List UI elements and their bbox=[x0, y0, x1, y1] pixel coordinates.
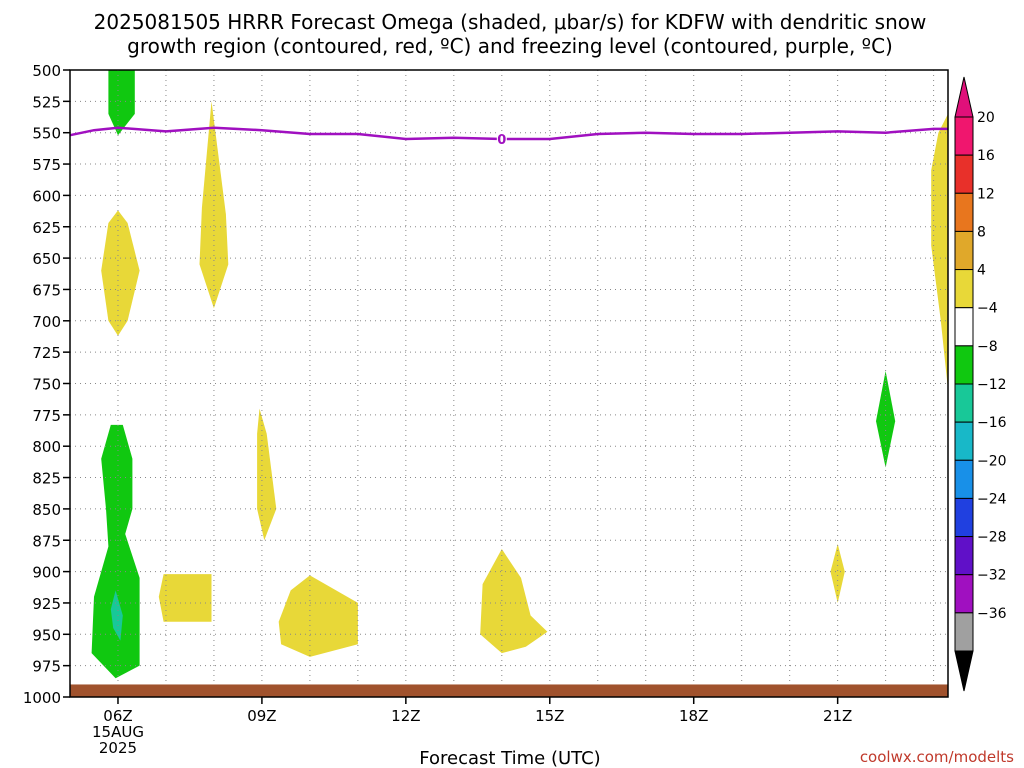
colorbar-label: −24 bbox=[977, 491, 1007, 507]
colorbar-swatch bbox=[954, 612, 974, 652]
y-tick-label: 925 bbox=[32, 595, 61, 613]
colorbar-swatch bbox=[954, 497, 974, 538]
y-tick-label: 725 bbox=[32, 344, 61, 362]
y-tick-label: 600 bbox=[32, 187, 61, 205]
x-tick-label: 18Z bbox=[679, 707, 708, 725]
omega-region-5 bbox=[110, 590, 123, 641]
omega-region-10 bbox=[876, 371, 896, 468]
colorbar-label: −28 bbox=[977, 530, 1007, 546]
omega-region-7 bbox=[278, 575, 358, 657]
x-axis-label: Forecast Time (UTC) bbox=[419, 748, 600, 768]
colorbar-swatch bbox=[954, 383, 974, 423]
colorbar-swatch bbox=[954, 192, 974, 232]
colorbar-label: −12 bbox=[977, 377, 1007, 393]
credit-text: coolwx.com/modelts bbox=[860, 748, 1014, 766]
y-tick-label: 575 bbox=[32, 156, 61, 174]
omega-region-4 bbox=[91, 424, 140, 679]
y-tick-label: 500 bbox=[32, 62, 61, 80]
omega-region-9 bbox=[830, 544, 845, 603]
colorbar: 20 16 12 8 4 −4 −8 −12 −16 −20 −24 −28 −32 −36 bbox=[954, 76, 1007, 692]
colorbar-label: −8 bbox=[977, 339, 998, 355]
colorbar-label: −36 bbox=[977, 606, 1007, 622]
y-tick-label: 775 bbox=[32, 407, 61, 425]
y-tick-label: 675 bbox=[32, 281, 61, 299]
omega-region-8 bbox=[480, 549, 548, 654]
y-axis: 500 525 550 575 600 625 650 675 700 725 750 775 800 8… bbox=[23, 62, 70, 707]
freezing-level-label-bg bbox=[496, 130, 507, 147]
y-tick-label: 850 bbox=[32, 501, 61, 519]
omega-region-11 bbox=[931, 113, 948, 390]
y-tick-label: 700 bbox=[32, 313, 61, 331]
y-tick-label: 525 bbox=[32, 93, 61, 111]
colorbar-swatch bbox=[954, 116, 974, 156]
colorbar-label: 4 bbox=[977, 263, 986, 279]
y-tick-label: 875 bbox=[32, 532, 61, 550]
colorbar-swatch bbox=[954, 269, 974, 309]
surface-strip bbox=[70, 684, 948, 697]
colorbar-label: −32 bbox=[977, 568, 1007, 584]
colorbar-swatch bbox=[954, 459, 974, 499]
x-tick-label: 15Z bbox=[535, 707, 564, 725]
freezing-level-label: 0 bbox=[497, 133, 506, 148]
y-tick-label: 625 bbox=[32, 219, 61, 237]
colorbar-label: 16 bbox=[977, 148, 995, 164]
y-tick-label: 825 bbox=[32, 470, 61, 488]
chart-title-line1: 2025081505 HRRR Forecast Omega (shaded, … bbox=[94, 10, 927, 34]
colorbar-label: 12 bbox=[977, 186, 995, 202]
y-tick-label: 975 bbox=[32, 658, 61, 676]
chart-title-line2: growth region (contoured, red, ºC) and f… bbox=[127, 34, 893, 58]
colorbar-swatch bbox=[954, 230, 974, 271]
y-tick-label: 650 bbox=[32, 250, 61, 268]
colorbar-bottom-arrow bbox=[954, 650, 974, 692]
x-tick-year: 2025 bbox=[99, 739, 137, 757]
colorbar-label: −4 bbox=[977, 301, 998, 317]
colorbar-swatch bbox=[954, 307, 974, 347]
y-tick-label: 750 bbox=[32, 376, 61, 394]
colorbar-swatch bbox=[954, 574, 974, 614]
x-tick-date: 15AUG bbox=[92, 723, 144, 741]
omega-region-3 bbox=[257, 408, 277, 541]
x-tick-label: 12Z bbox=[391, 707, 420, 725]
colorbar-label: −16 bbox=[977, 415, 1007, 431]
x-tick-label: 21Z bbox=[823, 707, 852, 725]
colorbar-swatch bbox=[954, 421, 974, 461]
y-tick-label: 1000 bbox=[23, 689, 61, 707]
omega-region-1 bbox=[101, 210, 140, 336]
freezing-level-line bbox=[69, 126, 948, 141]
omega-region-2 bbox=[199, 101, 229, 309]
omega-region-6 bbox=[158, 574, 212, 622]
colorbar-swatch bbox=[954, 154, 974, 194]
y-tick-label: 800 bbox=[32, 438, 61, 456]
colorbar-label: 8 bbox=[977, 224, 986, 240]
colorbar-top-arrow bbox=[954, 76, 974, 118]
colorbar-swatch bbox=[954, 345, 974, 385]
y-tick-label: 900 bbox=[32, 564, 61, 582]
y-tick-label: 550 bbox=[32, 125, 61, 143]
colorbar-swatch bbox=[954, 536, 974, 576]
y-tick-label: 950 bbox=[32, 626, 61, 644]
colorbar-label: −20 bbox=[977, 453, 1007, 469]
plot-area: 0 bbox=[69, 69, 949, 698]
omega-region-0 bbox=[108, 70, 135, 136]
x-tick-label: 06Z bbox=[103, 707, 132, 725]
colorbar-label: 20 bbox=[977, 110, 995, 126]
x-tick-label: 09Z bbox=[247, 707, 276, 725]
